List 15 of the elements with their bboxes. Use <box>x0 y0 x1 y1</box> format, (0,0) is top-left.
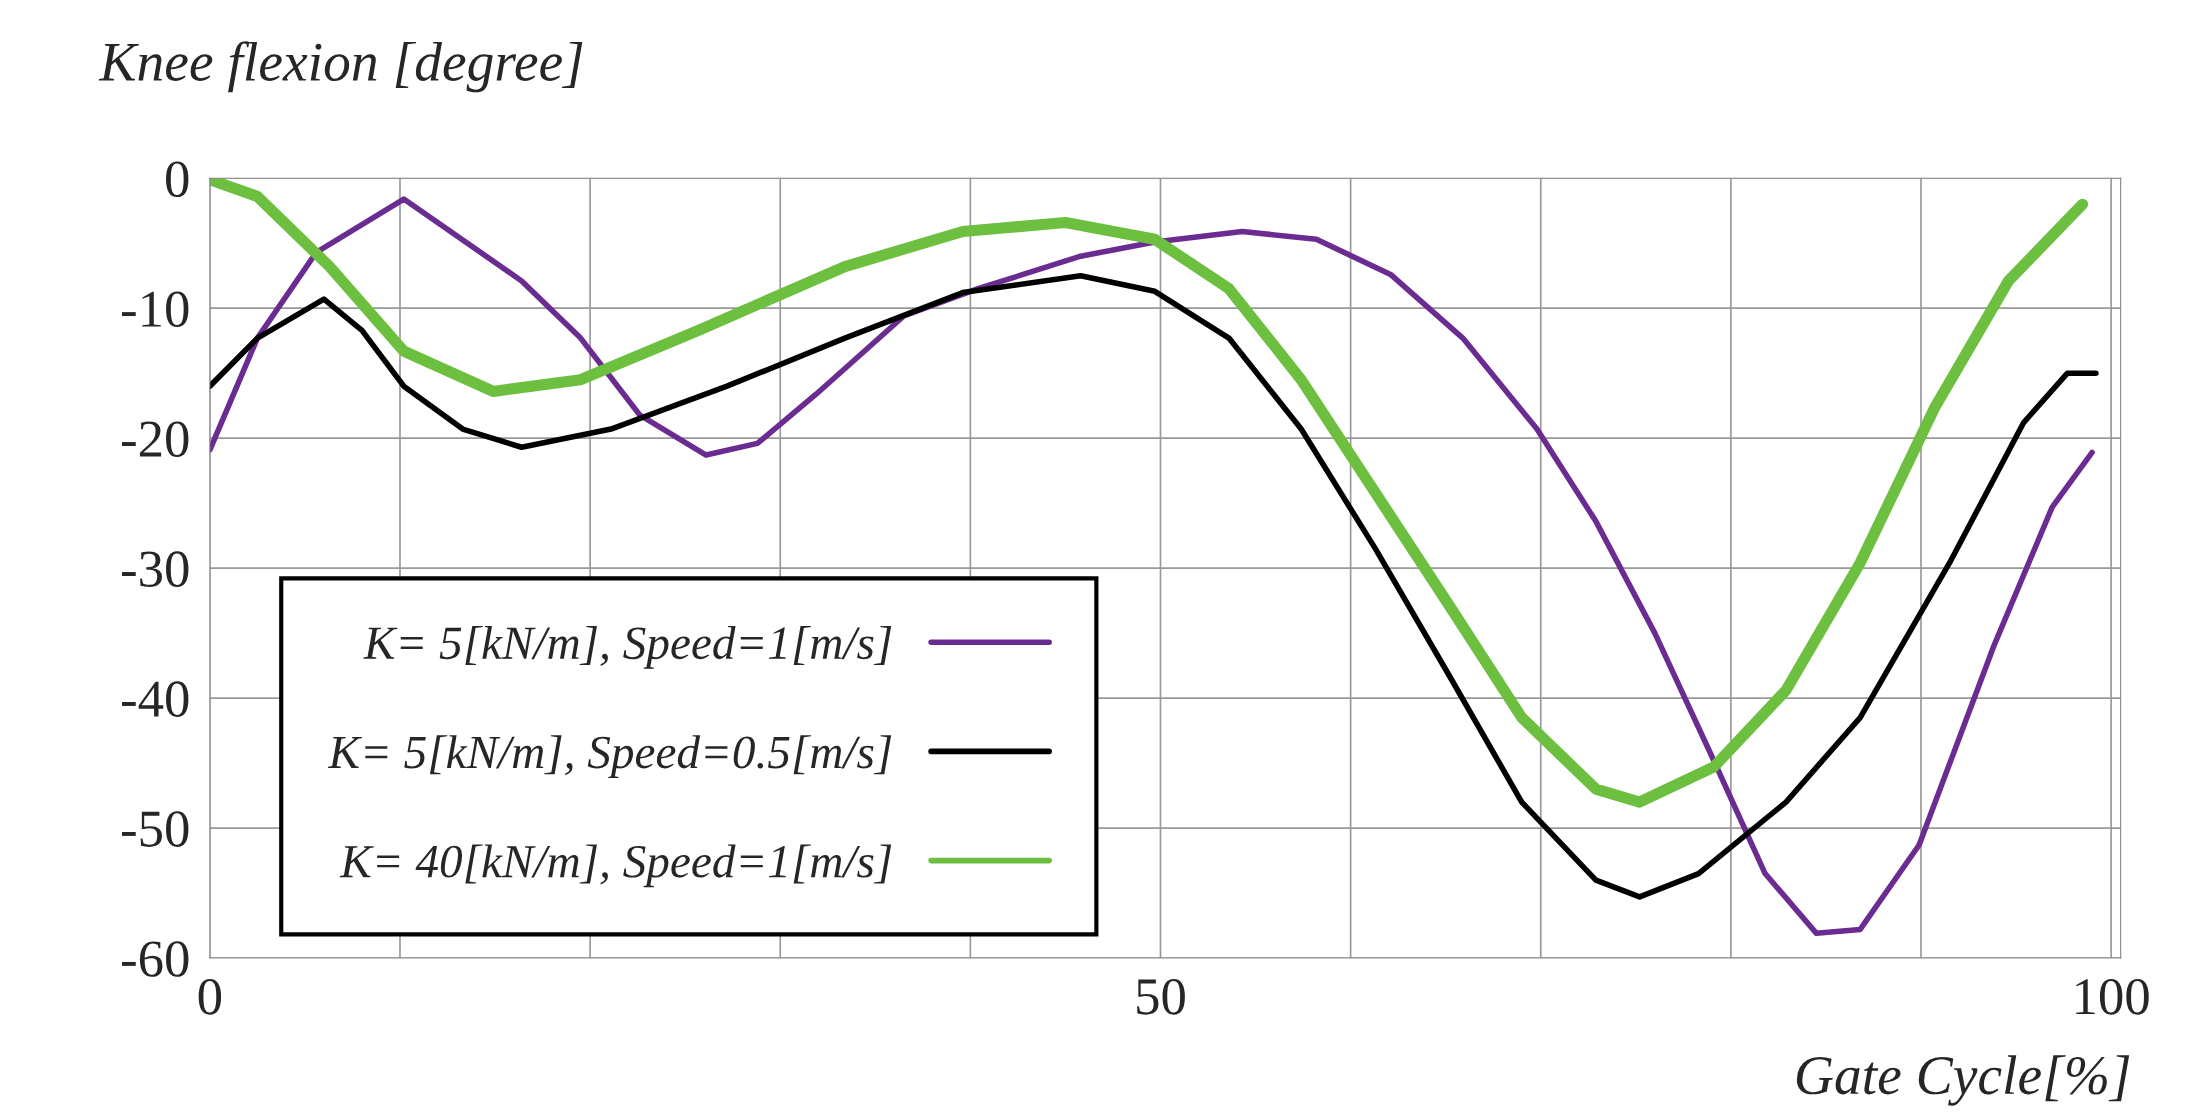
x-tick-label: 50 <box>1137 979 1185 1015</box>
y-tick-label: -10 <box>122 291 189 328</box>
y-tick-label: -20 <box>122 421 189 457</box>
y-tick-label: 0 <box>166 161 189 198</box>
legend-label: K= 5[kN/m], Speed=1[m/s] <box>363 625 892 669</box>
legend-label: K= 5[kN/m], Speed=0.5[m/s] <box>327 735 892 778</box>
y-tick-label: -30 <box>122 551 189 587</box>
x-tick-label: 0 <box>198 979 222 1015</box>
x-axis-title: Gate Cycle[%] <box>1796 1055 2130 1106</box>
y-tick-label: -40 <box>122 681 189 717</box>
legend-label: K= 40[kN/m], Speed=1[m/s] <box>339 844 892 888</box>
y-tick-label: -50 <box>122 811 189 847</box>
y-tick-label: -60 <box>122 941 189 977</box>
x-tick-label: 100 <box>2076 979 2149 1015</box>
y-axis-title: Knee flexion [degree] <box>98 41 583 93</box>
